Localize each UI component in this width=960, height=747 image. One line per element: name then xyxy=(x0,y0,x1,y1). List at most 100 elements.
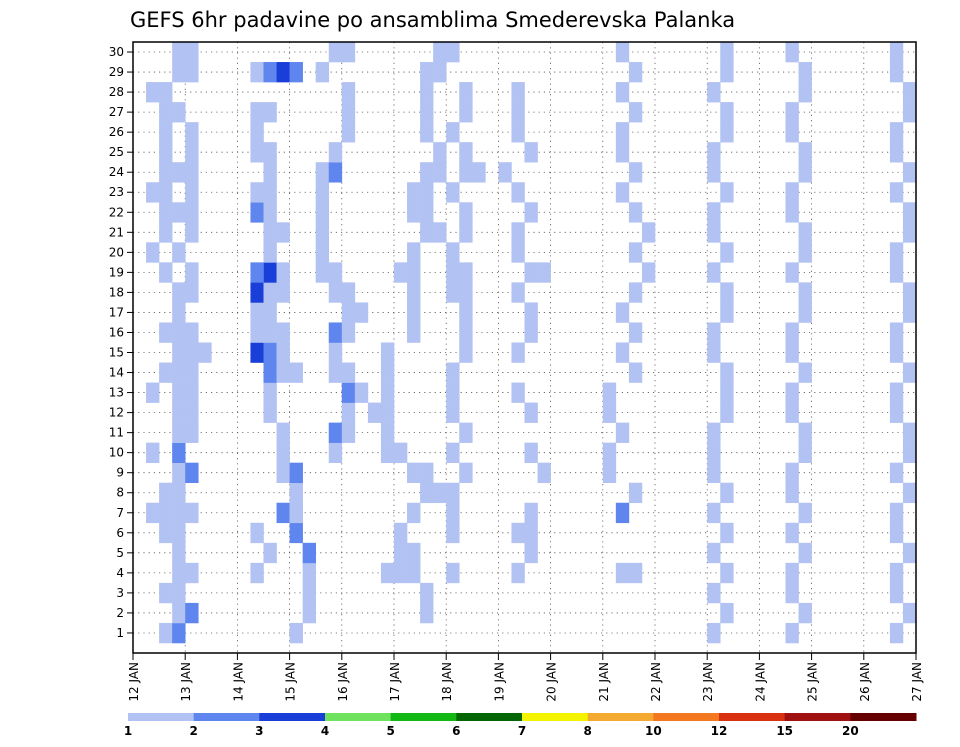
cell xyxy=(615,142,630,163)
cell xyxy=(602,442,617,463)
cell xyxy=(889,262,904,283)
cell xyxy=(720,42,734,63)
cell xyxy=(889,42,904,63)
cell xyxy=(159,82,173,103)
y-tick-label: 20 xyxy=(109,245,124,259)
cell xyxy=(707,442,721,463)
colorbar-label: 1 xyxy=(124,724,132,738)
cell xyxy=(172,582,186,604)
cell xyxy=(276,422,290,443)
cell xyxy=(628,62,643,83)
cell xyxy=(889,242,904,263)
colorbar-swatch xyxy=(653,713,720,721)
cell xyxy=(420,162,434,183)
cell xyxy=(172,422,186,443)
cell xyxy=(420,102,434,123)
cell xyxy=(328,142,343,163)
cell xyxy=(420,482,434,504)
cell xyxy=(354,302,369,323)
cell xyxy=(146,502,160,524)
cell xyxy=(315,222,330,243)
cell xyxy=(459,102,473,123)
colorbar-swatch xyxy=(784,713,851,721)
cell xyxy=(720,122,734,143)
cell xyxy=(902,442,917,463)
cell xyxy=(889,462,904,484)
cell xyxy=(407,562,421,584)
y-tick-label: 18 xyxy=(109,285,124,299)
cell xyxy=(263,542,277,564)
cell xyxy=(185,322,199,343)
cell xyxy=(798,222,812,243)
cell xyxy=(707,502,721,524)
cell xyxy=(720,562,734,584)
y-tick-label: 19 xyxy=(109,265,124,279)
x-tick-label: 13 JAN xyxy=(179,662,193,702)
cell xyxy=(407,462,421,484)
colorbar-swatch xyxy=(128,713,195,721)
x-tick-label: 16 JAN xyxy=(336,662,350,702)
cell xyxy=(341,402,356,423)
cell xyxy=(902,302,917,323)
cell xyxy=(459,262,473,283)
cell xyxy=(798,422,812,443)
cell xyxy=(341,102,356,123)
cell xyxy=(276,322,290,343)
cell xyxy=(720,602,734,624)
cell xyxy=(328,442,343,463)
cell xyxy=(159,182,173,203)
cell xyxy=(707,582,721,604)
cell xyxy=(641,222,656,243)
cell xyxy=(785,182,799,203)
cell xyxy=(146,182,160,203)
cell xyxy=(250,122,264,143)
colorbar-swatch xyxy=(587,713,654,721)
cell xyxy=(172,542,186,564)
cell xyxy=(185,282,199,303)
colorbar-label: 4 xyxy=(321,724,329,738)
cell xyxy=(628,242,643,263)
cell xyxy=(511,522,525,544)
cell xyxy=(315,62,330,83)
colorbar-label: 7 xyxy=(518,724,526,738)
cell xyxy=(785,382,799,403)
cell xyxy=(798,282,812,303)
cell xyxy=(407,322,421,343)
cell xyxy=(433,142,447,163)
cell xyxy=(276,362,290,383)
y-tick-label: 8 xyxy=(116,486,124,500)
cell xyxy=(407,542,421,564)
cell xyxy=(720,282,734,303)
cell xyxy=(446,262,460,283)
y-tick-label: 12 xyxy=(109,406,124,420)
cell xyxy=(289,462,303,484)
cell xyxy=(420,62,434,83)
cell xyxy=(263,282,277,303)
y-tick-label: 25 xyxy=(109,145,124,159)
cell xyxy=(615,422,630,443)
cell xyxy=(785,622,799,644)
cell xyxy=(172,622,186,644)
cell xyxy=(446,382,460,403)
y-tick-label: 21 xyxy=(109,225,124,239)
colorbar-swatch xyxy=(719,713,786,721)
cell xyxy=(902,102,917,123)
cell xyxy=(172,562,186,584)
cell xyxy=(902,222,917,243)
cell xyxy=(315,202,330,223)
cell xyxy=(407,242,421,263)
cell xyxy=(263,62,277,83)
cell xyxy=(628,562,643,584)
cell xyxy=(720,382,734,403)
cell xyxy=(446,282,460,303)
cell xyxy=(524,542,538,564)
cell xyxy=(172,482,186,504)
cell xyxy=(446,362,460,383)
y-tick-label: 1 xyxy=(116,626,124,640)
cell xyxy=(615,42,630,63)
cell xyxy=(263,182,277,203)
colorbar-label: 2 xyxy=(189,724,197,738)
cell xyxy=(459,342,473,363)
x-tick-label: 18 JAN xyxy=(440,662,454,702)
cell xyxy=(602,402,617,423)
